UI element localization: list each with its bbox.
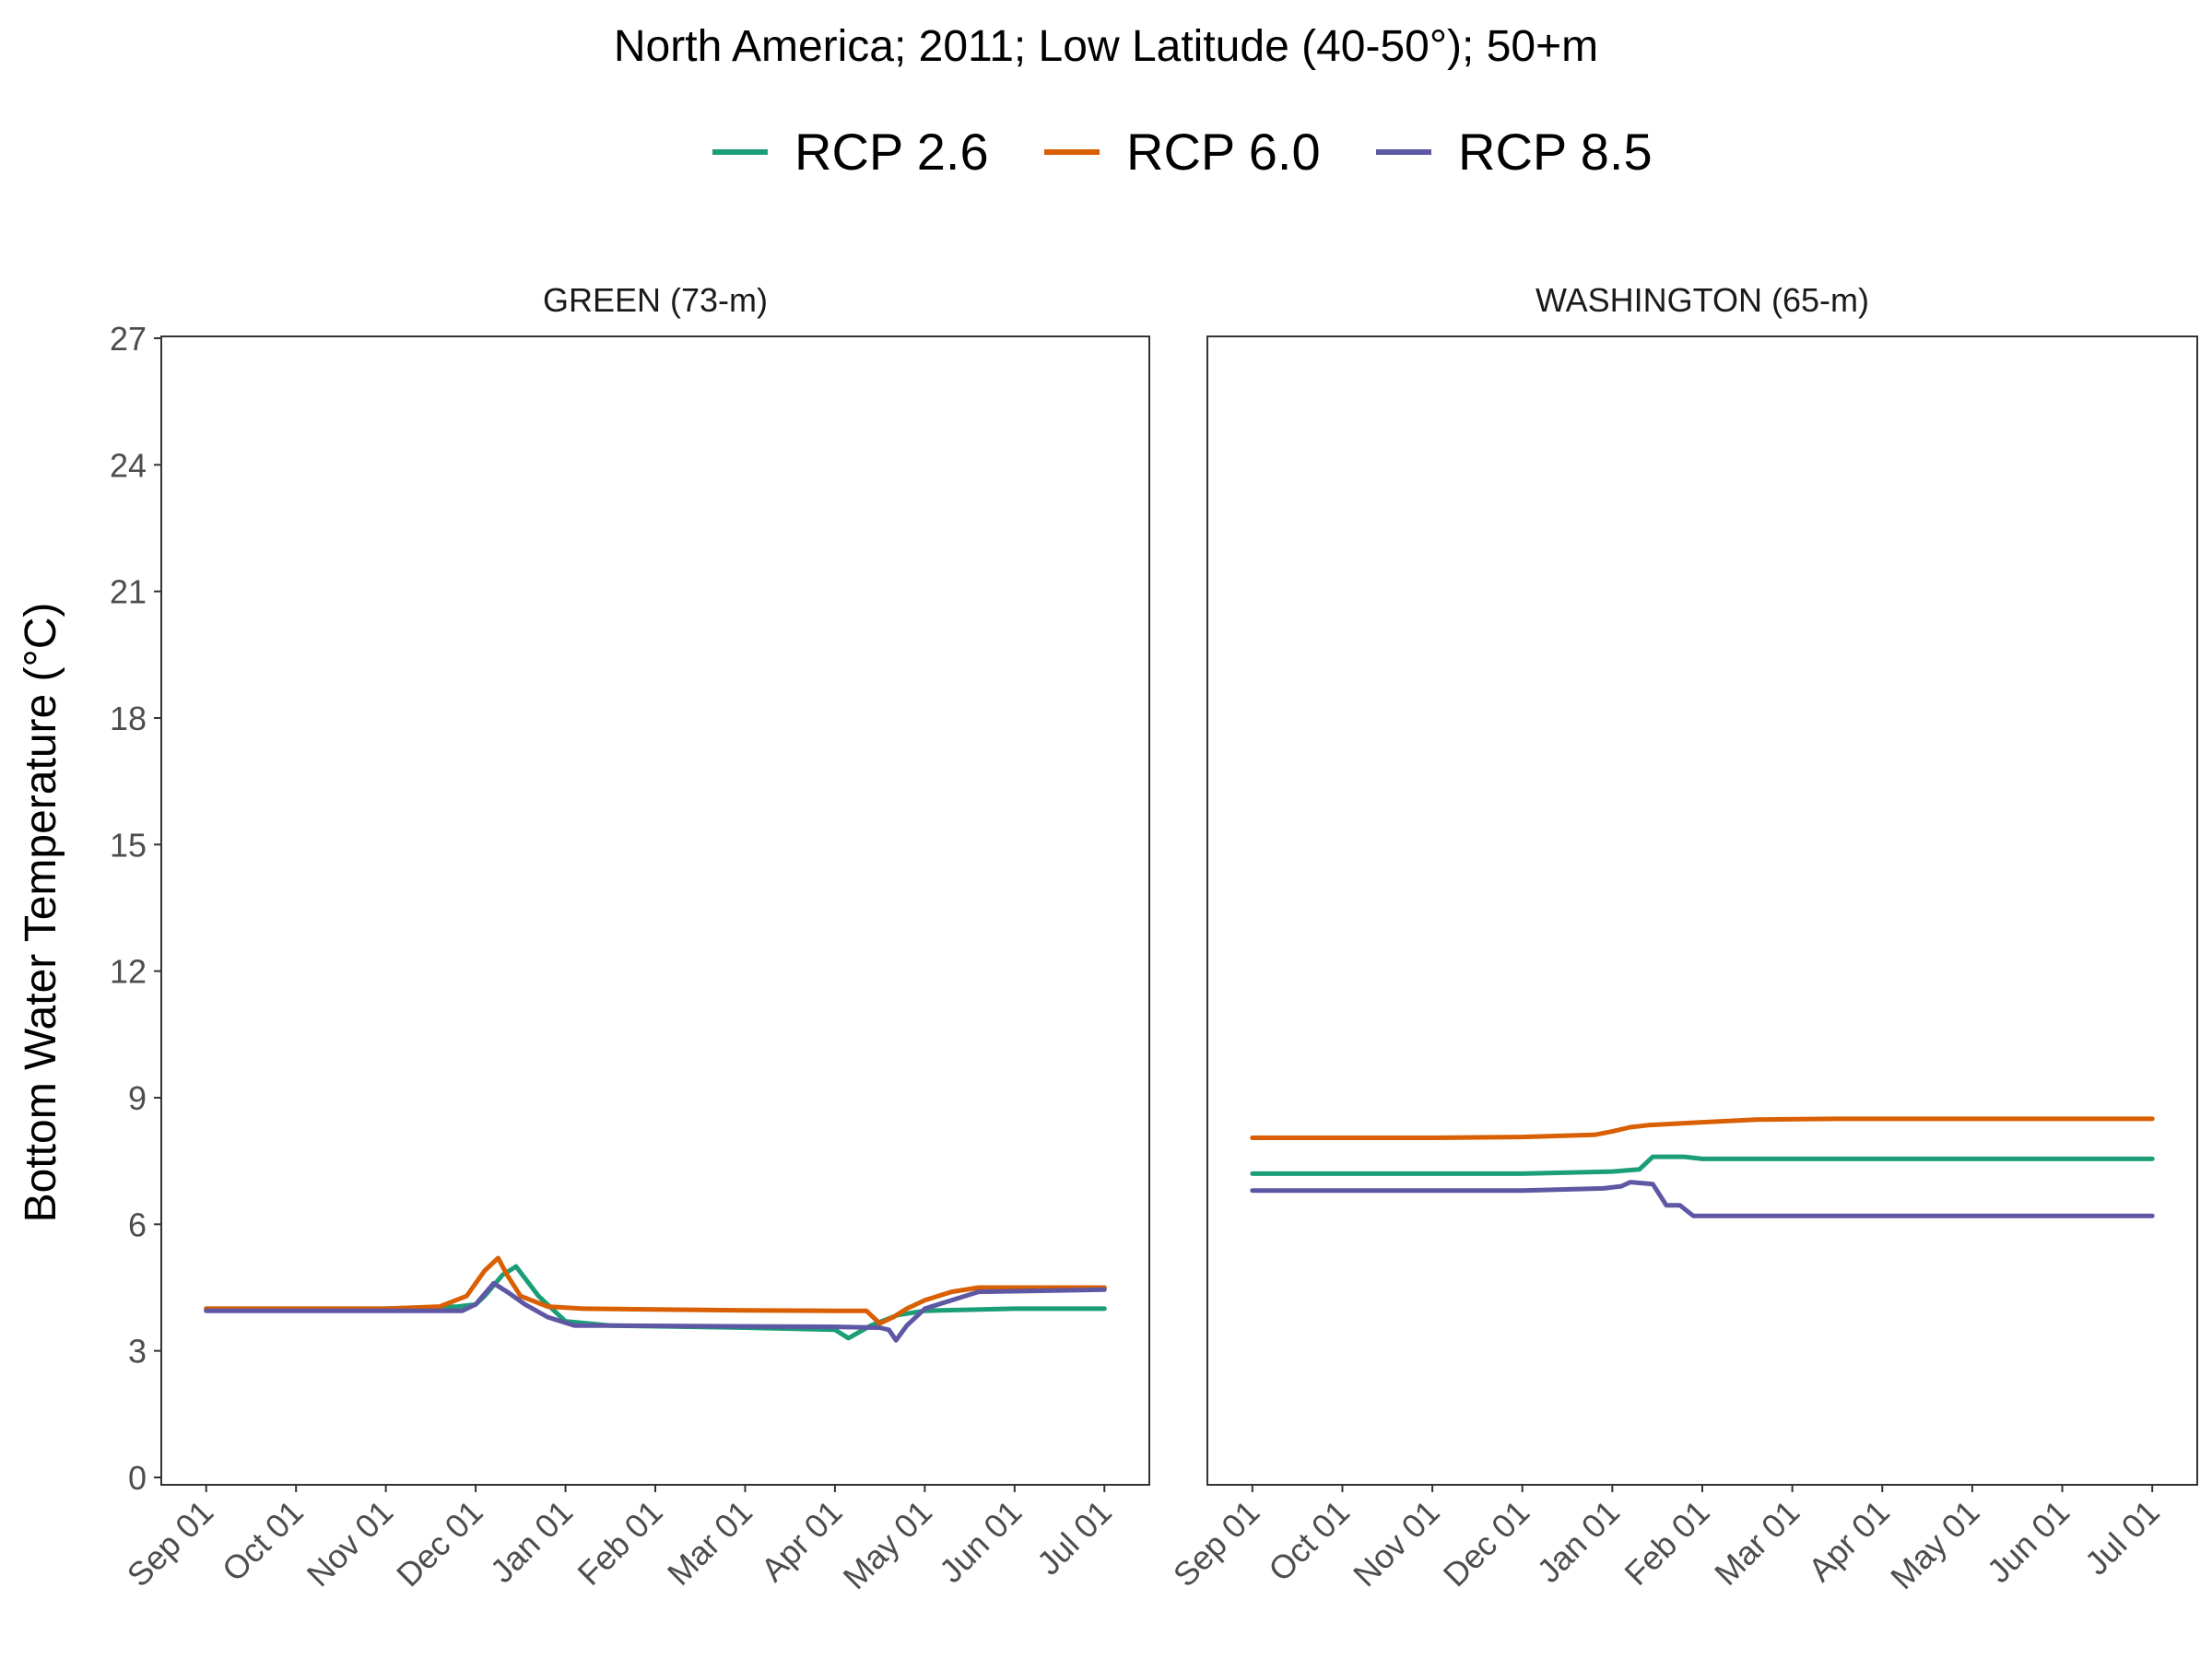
legend-label: RCP 6.0	[1126, 123, 1321, 181]
y-tick-label: 18	[110, 700, 147, 737]
y-tick-label: 15	[110, 826, 147, 864]
y-tick-label: 9	[128, 1079, 147, 1117]
y-tick-label: 12	[110, 953, 147, 991]
legend-label: RCP 8.5	[1458, 123, 1653, 181]
y-tick-label: 21	[110, 573, 147, 611]
y-tick-label: 27	[110, 320, 147, 358]
y-tick-label: 0	[128, 1459, 147, 1497]
chart-title: North America; 2011; Low Latitude (40-50…	[614, 22, 1598, 71]
panel-title: WASHINGTON (65-m)	[1535, 281, 1869, 319]
y-tick-label: 24	[110, 446, 147, 484]
legend-label: RCP 2.6	[794, 123, 989, 181]
y-axis-label: Bottom Water Temperature (°C)	[17, 603, 65, 1223]
panel-frame	[1207, 336, 2197, 1485]
y-tick-label: 3	[128, 1333, 147, 1371]
y-tick-label: 6	[128, 1206, 147, 1243]
panel-title: GREEN (73-m)	[543, 281, 768, 319]
legend: RCP 2.6 RCP 6.0 RCP 8.5	[712, 123, 1653, 181]
